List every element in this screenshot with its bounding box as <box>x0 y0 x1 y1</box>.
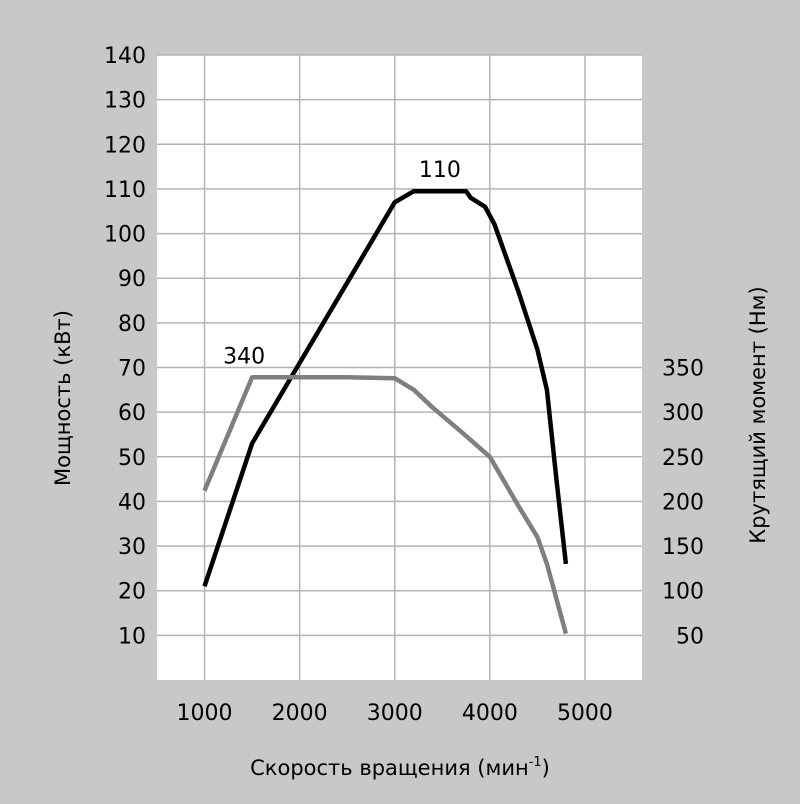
x-tick-label: 4000 <box>462 701 518 726</box>
y-right-tick-label: 100 <box>662 580 704 605</box>
y-right-tick-label: 200 <box>662 490 704 515</box>
y-left-tick-label: 120 <box>104 133 146 158</box>
grid <box>157 54 642 680</box>
y-left-tick-label: 100 <box>104 223 146 248</box>
x-tick-label: 1000 <box>177 701 233 726</box>
y-left-tick-label: 70 <box>118 357 146 382</box>
x-tick-label: 5000 <box>557 701 613 726</box>
y-left-tick-label: 20 <box>118 580 146 605</box>
y-left-tick-label: 50 <box>118 446 146 471</box>
y-left-tick-label: 80 <box>118 312 146 337</box>
y-axis-left-label: Мощность (кВт) <box>51 310 75 486</box>
y-right-tick-label: 350 <box>662 357 704 382</box>
series-layer: 110 340 <box>202 158 569 635</box>
y-left-tick-label: 90 <box>118 267 146 292</box>
x-axis-label-superscript: -1 <box>529 755 542 770</box>
y-right-tick-label: 300 <box>662 401 704 426</box>
y-left-tick-label: 30 <box>118 535 146 560</box>
power-peak-label: 110 <box>419 158 461 183</box>
y-left-tick-label: 140 <box>104 44 146 69</box>
y-left-tick-label: 130 <box>104 89 146 114</box>
x-tick-label: 2000 <box>272 701 328 726</box>
torque-line <box>202 375 569 635</box>
y-left-tick-label: 10 <box>118 624 146 649</box>
y-axis-right-label: Крутящий момент (Нм) <box>746 286 770 543</box>
x-axis-label: Скорость вращения (мин-1) <box>250 755 550 780</box>
torque-peak-label: 340 <box>223 344 265 369</box>
y-left-tick-label: 40 <box>118 490 146 515</box>
y-right-tick-label: 150 <box>662 535 704 560</box>
y-left-tick-label: 110 <box>104 178 146 203</box>
x-tick-label: 3000 <box>367 701 423 726</box>
y-right-tick-label: 50 <box>676 624 704 649</box>
power-line <box>202 188 569 588</box>
y-right-tick-label: 250 <box>662 446 704 471</box>
y-left-tick-label: 60 <box>118 401 146 426</box>
tick-labels: 1000 2000 3000 4000 5000 10 20 30 40 50 60 70 80 90 10… <box>104 44 704 726</box>
